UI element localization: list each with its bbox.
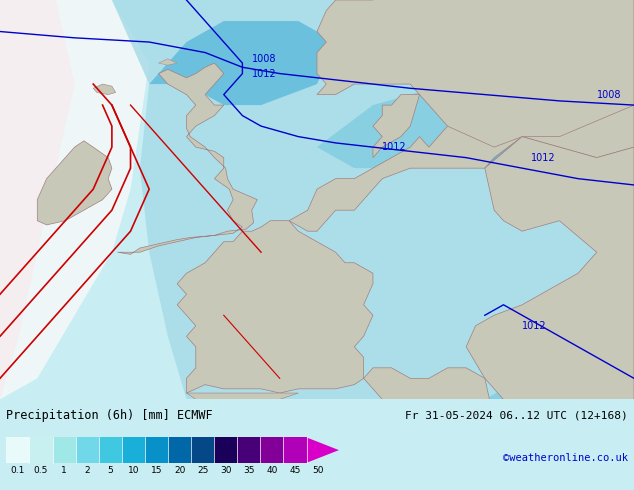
Polygon shape — [37, 141, 112, 225]
Polygon shape — [317, 21, 634, 168]
Polygon shape — [289, 42, 634, 231]
Text: 1012: 1012 — [522, 321, 547, 331]
Text: 30: 30 — [220, 466, 231, 475]
Bar — [145, 438, 168, 463]
Text: Fr 31-05-2024 06..12 UTC (12+168): Fr 31-05-2024 06..12 UTC (12+168) — [405, 411, 628, 421]
Text: 1: 1 — [61, 466, 67, 475]
Text: 2: 2 — [84, 466, 90, 475]
Bar — [53, 438, 75, 463]
Polygon shape — [373, 95, 420, 158]
Polygon shape — [177, 220, 373, 393]
Text: 1012: 1012 — [252, 69, 276, 78]
Polygon shape — [466, 137, 634, 399]
Polygon shape — [485, 252, 634, 399]
Polygon shape — [93, 84, 115, 95]
Text: 1012: 1012 — [382, 142, 407, 152]
Polygon shape — [117, 63, 257, 254]
Text: 35: 35 — [243, 466, 255, 475]
Bar — [168, 438, 191, 463]
Bar — [29, 438, 53, 463]
Bar — [214, 438, 237, 463]
Text: 0.5: 0.5 — [34, 466, 48, 475]
Text: 1008: 1008 — [597, 90, 621, 99]
Text: 5: 5 — [107, 466, 113, 475]
Text: 25: 25 — [197, 466, 209, 475]
Text: 50: 50 — [313, 466, 324, 475]
Text: 1008: 1008 — [252, 54, 276, 64]
Text: 1012: 1012 — [531, 153, 556, 163]
Polygon shape — [186, 393, 299, 399]
Bar — [75, 438, 99, 463]
Polygon shape — [307, 438, 339, 463]
Polygon shape — [112, 0, 634, 399]
Text: 10: 10 — [127, 466, 139, 475]
Bar — [261, 438, 283, 463]
Text: Precipitation (6h) [mm] ECMWF: Precipitation (6h) [mm] ECMWF — [6, 409, 213, 422]
Bar — [283, 438, 307, 463]
Text: 40: 40 — [266, 466, 278, 475]
Polygon shape — [364, 368, 522, 490]
Text: 15: 15 — [151, 466, 162, 475]
Text: 45: 45 — [289, 466, 301, 475]
Bar — [99, 438, 122, 463]
Polygon shape — [158, 59, 177, 65]
Polygon shape — [448, 63, 634, 168]
Bar — [6, 438, 29, 463]
Polygon shape — [0, 0, 75, 399]
Bar — [191, 438, 214, 463]
Bar — [237, 438, 261, 463]
Text: ©weatheronline.co.uk: ©weatheronline.co.uk — [503, 453, 628, 463]
Text: 0.1: 0.1 — [11, 466, 25, 475]
Polygon shape — [149, 21, 335, 105]
Polygon shape — [317, 0, 634, 147]
Bar — [122, 438, 145, 463]
Text: 20: 20 — [174, 466, 185, 475]
Polygon shape — [0, 0, 149, 399]
